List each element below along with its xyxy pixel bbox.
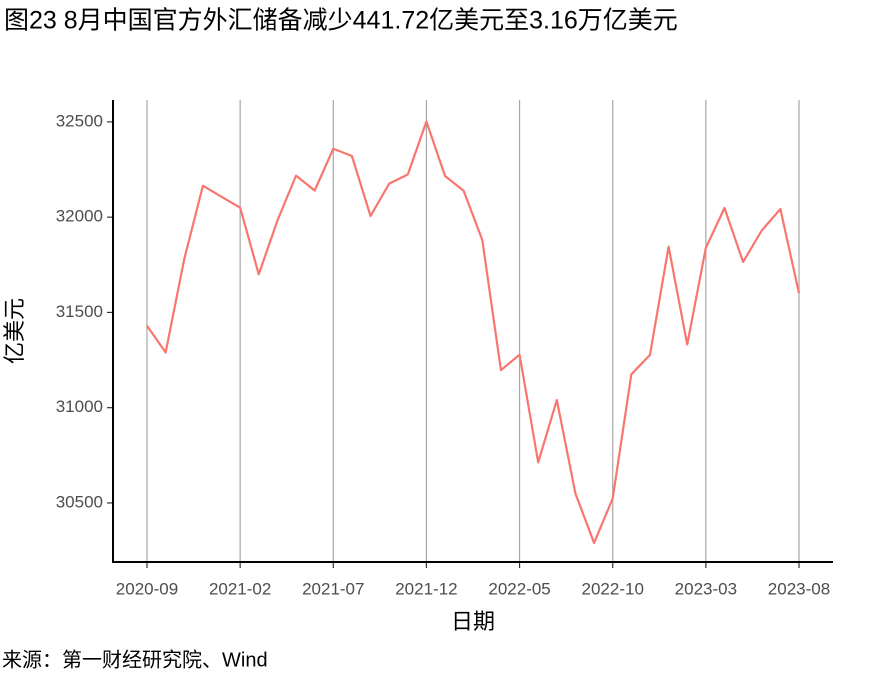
data-line	[146, 120, 801, 545]
x-tick-label: 2021-07	[302, 579, 364, 598]
y-tick-label: 30500	[56, 492, 103, 511]
chart-title: 图23 8月中国官方外汇储备减少441.72亿美元至3.16万亿美元	[4, 7, 678, 35]
y-tick-label: 31000	[56, 397, 103, 416]
y-tick-label: 32500	[56, 111, 103, 130]
y-axis-title: 亿美元	[2, 298, 27, 364]
x-tick-label: 2021-02	[209, 579, 271, 598]
x-tick-label: 2022-05	[488, 579, 550, 598]
y-tick-label: 31500	[56, 302, 103, 321]
source-note: 来源：第一财经研究院、Wind	[2, 648, 268, 671]
x-tick-label: 2021-12	[395, 579, 457, 598]
y-tick-label: 32000	[56, 207, 103, 226]
x-tick-label: 2023-03	[675, 579, 737, 598]
x-tick-label: 2020-09	[116, 579, 178, 598]
x-tick-label: 2023-08	[768, 579, 830, 598]
x-tick-label: 2022-10	[582, 579, 644, 598]
x-axis-title: 日期	[451, 609, 495, 634]
